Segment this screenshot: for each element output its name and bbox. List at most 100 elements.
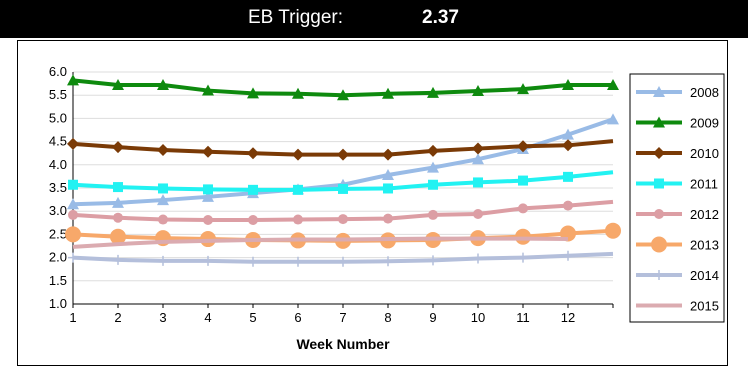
data-point	[248, 184, 258, 195]
data-point	[651, 236, 667, 253]
legend-item: 2011	[636, 177, 718, 192]
series-2010	[67, 137, 614, 161]
data-point	[563, 171, 573, 182]
data-point	[292, 87, 304, 99]
data-point	[427, 86, 439, 98]
x-axis-title: Week Number	[296, 336, 390, 352]
eb-trigger-value: 2.37	[422, 7, 459, 28]
y-tick-label: 5.5	[49, 87, 67, 102]
legend-item: 2008	[636, 85, 719, 100]
data-point	[428, 179, 438, 190]
data-point	[562, 78, 574, 90]
series-2014	[68, 250, 614, 267]
data-point	[337, 89, 349, 101]
data-point	[338, 256, 348, 267]
data-point	[202, 145, 214, 158]
data-point	[337, 148, 349, 161]
data-point	[472, 153, 484, 165]
legend-item: 2014	[636, 268, 719, 283]
data-point	[563, 200, 573, 211]
data-point	[653, 116, 665, 128]
data-point	[472, 85, 484, 97]
data-point	[202, 190, 214, 202]
data-point	[112, 78, 124, 90]
legend-label: 2014	[690, 268, 719, 283]
y-tick-label: 6.0	[49, 64, 67, 79]
x-tick-label: 8	[384, 310, 391, 325]
y-tick-label: 1.5	[49, 273, 67, 288]
legend-label: 2010	[690, 146, 719, 161]
data-point	[203, 184, 213, 195]
legend-item: 2009	[636, 116, 719, 131]
legend-label: 2009	[690, 116, 719, 131]
data-point	[382, 169, 394, 181]
data-point	[383, 183, 393, 194]
data-point	[428, 209, 438, 220]
data-point	[158, 214, 168, 225]
y-tick-label: 3.5	[49, 180, 67, 195]
legend-label: 2013	[690, 238, 719, 253]
data-point	[382, 87, 394, 99]
data-point	[607, 113, 619, 125]
data-point	[338, 183, 348, 194]
data-point	[473, 253, 483, 264]
data-point	[654, 178, 664, 189]
data-point	[157, 78, 169, 90]
data-point	[293, 214, 303, 225]
data-point	[248, 256, 258, 267]
data-point	[67, 74, 79, 86]
x-tick-label: 12	[561, 310, 575, 325]
eb-trigger-label: EB Trigger:	[248, 7, 344, 28]
series-lines	[65, 74, 621, 267]
data-point	[654, 270, 664, 280]
data-point	[427, 144, 439, 157]
series-2012	[68, 199, 614, 226]
y-tick-label: 1.0	[49, 296, 67, 311]
data-point	[158, 255, 168, 266]
data-point	[65, 226, 81, 243]
data-point	[113, 182, 123, 193]
data-point	[517, 140, 529, 153]
data-point	[562, 139, 574, 152]
data-point	[428, 255, 438, 266]
series-2008	[67, 113, 619, 210]
data-point	[472, 142, 484, 155]
data-point	[562, 128, 574, 140]
series-2015	[72, 236, 569, 249]
y-tick-label: 4.5	[49, 134, 67, 149]
legend-box	[629, 73, 725, 323]
data-point	[653, 86, 665, 97]
data-point	[113, 254, 123, 265]
data-point	[68, 179, 78, 190]
data-point	[382, 148, 394, 161]
legend-label: 2008	[690, 85, 719, 100]
data-point	[157, 143, 169, 156]
data-point	[427, 161, 439, 173]
x-tick-label: 4	[204, 310, 211, 325]
header-bar: EB Trigger: 2.37	[0, 0, 748, 38]
data-point	[518, 175, 528, 186]
y-tick-label: 4.0	[49, 157, 67, 172]
x-tick-label: 3	[159, 310, 166, 325]
data-point	[68, 252, 78, 263]
data-point	[654, 209, 664, 219]
data-point	[202, 84, 214, 96]
axes: 1.01.52.02.53.03.54.04.55.05.56.01 2 3 4 5 6 7…	[49, 64, 614, 352]
legend-item: 2012	[636, 207, 719, 222]
series-2011	[68, 170, 614, 195]
data-point	[110, 228, 126, 245]
x-tick-label: 9	[429, 310, 436, 325]
data-point	[293, 256, 303, 267]
x-tick-label: 5	[249, 310, 256, 325]
data-point	[112, 141, 124, 154]
legend-label: 2011	[690, 177, 718, 192]
series-2009	[67, 74, 619, 101]
data-point	[473, 177, 483, 188]
data-point	[203, 255, 213, 266]
y-tick-label: 2.0	[49, 250, 67, 265]
data-point	[67, 137, 79, 150]
data-point	[383, 256, 393, 267]
data-point	[67, 198, 79, 210]
data-point	[383, 213, 393, 224]
